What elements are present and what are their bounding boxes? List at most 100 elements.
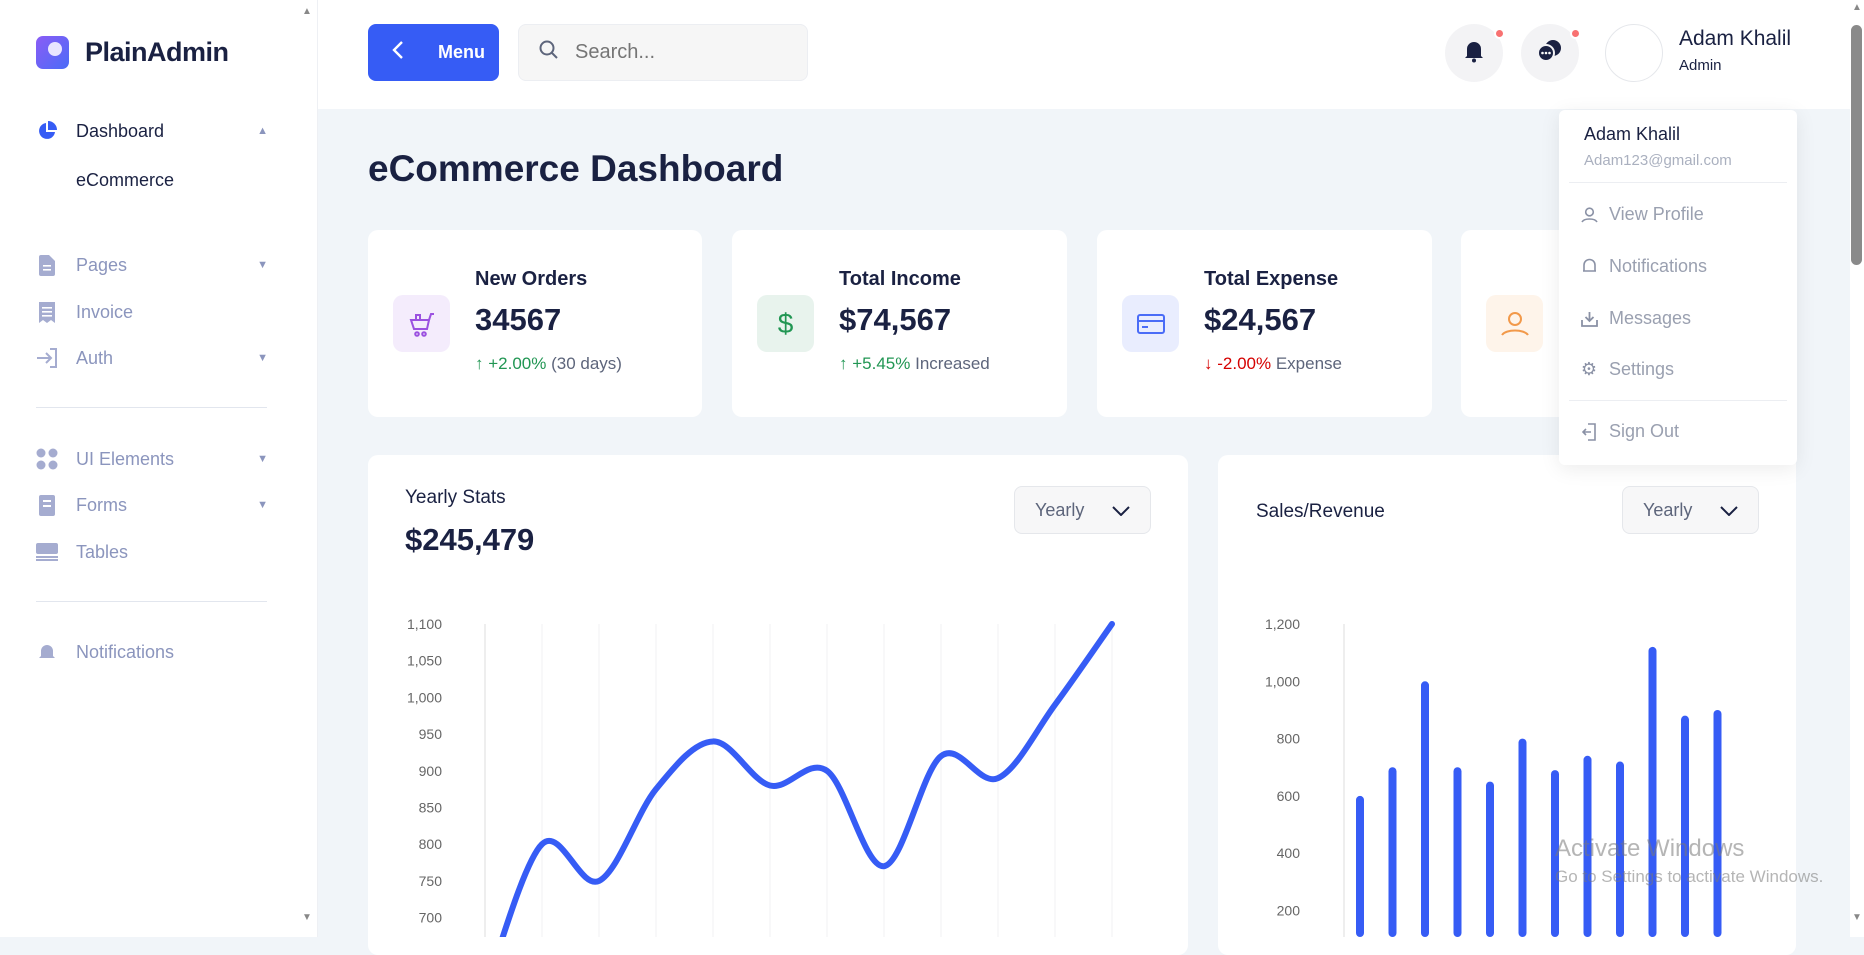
watermark-subtitle: Go to Settings to activate Windows. (1555, 867, 1824, 886)
y-tick-label: 1,000 (407, 689, 442, 705)
y-tick-label: 800 (1277, 731, 1301, 747)
stat-label: New Orders (475, 268, 588, 290)
sidebar-item-label: Pages (76, 254, 128, 275)
y-tick-label: 1,100 (407, 616, 442, 632)
stat-change: +5.45% (852, 354, 911, 373)
search-box[interactable] (518, 24, 808, 81)
chart-title: Yearly Stats (405, 487, 506, 508)
arrow-down-icon: ↓ (1204, 354, 1213, 373)
messages-item[interactable]: Messages (1579, 308, 1691, 329)
login-icon (36, 347, 58, 369)
chevron-up-icon: ▲ (257, 125, 268, 137)
sidebar-item-label: UI Elements (76, 448, 175, 469)
sidebar-item-invoice[interactable]: Invoice (36, 297, 276, 327)
bar (1518, 738, 1527, 937)
search-input[interactable] (575, 41, 775, 64)
sidebar-item-label: Notifications (76, 641, 175, 662)
sign-out-item[interactable]: Sign Out (1579, 421, 1679, 442)
bell-icon (1579, 258, 1599, 275)
sidebar-item-dashboard[interactable]: Dashboard ▲ (36, 116, 276, 146)
avatar[interactable] (1605, 24, 1663, 82)
chevron-down-icon: ▼ (257, 499, 268, 511)
message-badge (1570, 28, 1581, 39)
scroll-down-icon[interactable]: ▼ (1852, 912, 1862, 923)
notifications-item[interactable]: Notifications (1579, 256, 1707, 277)
windows-watermark: Activate Windows Go to Settings to activ… (1555, 835, 1823, 887)
sidebar-item-label: Auth (76, 347, 114, 368)
user-name[interactable]: Adam Khalil (1679, 27, 1792, 50)
y-tick-label: 400 (1277, 845, 1301, 861)
shopping-cart-icon (393, 295, 450, 352)
notifications-button[interactable] (1445, 24, 1505, 82)
sales-revenue-card: Sales/Revenue Yearly (1218, 455, 1796, 955)
select-value: Yearly (1035, 499, 1085, 520)
sidebar-scroll-up-icon[interactable]: ▲ (302, 6, 312, 17)
scrollbar-thumb[interactable] (1851, 25, 1862, 265)
logo-icon (36, 36, 69, 69)
item-label: Settings (1609, 359, 1675, 379)
messages-button[interactable] (1521, 24, 1581, 82)
user-role: Admin (1679, 57, 1722, 74)
scroll-up-icon[interactable]: ▲ (1852, 2, 1862, 13)
sidebar-item-label: Forms (76, 494, 127, 515)
sidebar-item-auth[interactable]: Auth ▼ (36, 343, 276, 373)
sidebar-item-notifications[interactable]: Notifications (36, 637, 276, 667)
y-tick-label: 950 (419, 726, 443, 742)
menu-toggle-button[interactable]: Menu (368, 24, 499, 81)
arrow-up-icon: ↑ (839, 354, 848, 373)
view-profile-item[interactable]: View Profile (1579, 204, 1704, 225)
chat-icon (1537, 39, 1563, 68)
y-tick-label: 600 (1277, 788, 1301, 804)
menu-label: Menu (438, 42, 485, 62)
settings-item[interactable]: ⚙ Settings (1579, 359, 1674, 380)
bar (1421, 681, 1429, 937)
user-icon (1486, 295, 1543, 352)
watermark-title: Activate Windows (1555, 835, 1745, 862)
search-icon (539, 40, 559, 66)
item-label: Sign Out (1609, 421, 1680, 441)
y-tick-label: 200 (1277, 903, 1301, 919)
sidebar-item-ui-elements[interactable]: UI Elements ▼ (36, 444, 276, 474)
sidebar: PlainAdmin Dashboard ▲ eCommerce Pages ▼… (0, 0, 318, 937)
dropdown-divider (1569, 182, 1787, 183)
chevron-down-icon: ▼ (257, 352, 268, 364)
y-tick-label: 900 (419, 763, 443, 779)
chevron-down-icon: ▼ (257, 453, 268, 465)
document-icon (36, 254, 58, 276)
page-title: eCommerce Dashboard (368, 148, 784, 189)
stat-value: $24,567 (1204, 302, 1317, 337)
y-tick-label: 800 (419, 836, 443, 852)
stat-note: Increased (915, 354, 990, 373)
dropdown-user-email: Adam123@gmail.com (1584, 152, 1732, 169)
sidebar-item-label: Dashboard (76, 120, 165, 141)
period-select[interactable]: Yearly (1014, 486, 1151, 534)
stat-note: (30 days) (551, 354, 622, 373)
dollar-icon: $ (757, 295, 814, 352)
stat-value: $74,567 (839, 302, 952, 337)
credit-card-icon (1122, 295, 1179, 352)
bar (1356, 795, 1364, 937)
stat-change: +2.00% (488, 354, 547, 373)
sidebar-item-ecommerce[interactable]: eCommerce (76, 165, 316, 195)
download-icon (1579, 311, 1599, 327)
chart-title: Sales/Revenue (1256, 501, 1385, 522)
pie-chart-icon (36, 120, 58, 142)
bar (1486, 781, 1494, 937)
stat-label: Total Income (839, 268, 961, 290)
grid-icon (36, 448, 58, 470)
bar (1551, 770, 1559, 937)
stat-card-total-expense: Total Expense $24,567 ↓ -2.00% Expense (1097, 230, 1432, 417)
sidebar-divider (36, 601, 267, 602)
sidebar-item-label: eCommerce (76, 169, 175, 190)
period-select[interactable]: Yearly (1622, 486, 1759, 534)
item-label: View Profile (1609, 204, 1704, 224)
chevron-down-icon (1112, 500, 1130, 521)
sidebar-item-tables[interactable]: Tables (36, 537, 276, 567)
table-icon (36, 541, 58, 563)
sidebar-scroll-down-icon[interactable]: ▼ (302, 912, 312, 923)
sidebar-item-pages[interactable]: Pages ▼ (36, 250, 276, 280)
sidebar-item-forms[interactable]: Forms ▼ (36, 490, 276, 520)
gear-icon: ⚙ (1580, 359, 1598, 379)
item-label: Messages (1609, 308, 1692, 328)
